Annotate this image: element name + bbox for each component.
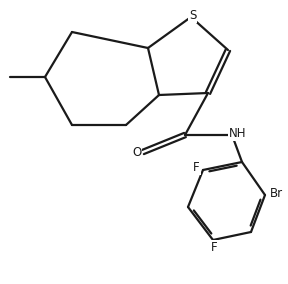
Text: S: S: [189, 9, 196, 22]
Text: NH: NH: [228, 127, 246, 140]
Text: Br: Br: [269, 187, 283, 200]
Text: F: F: [211, 241, 218, 254]
Text: F: F: [193, 161, 200, 174]
Text: O: O: [132, 145, 141, 158]
